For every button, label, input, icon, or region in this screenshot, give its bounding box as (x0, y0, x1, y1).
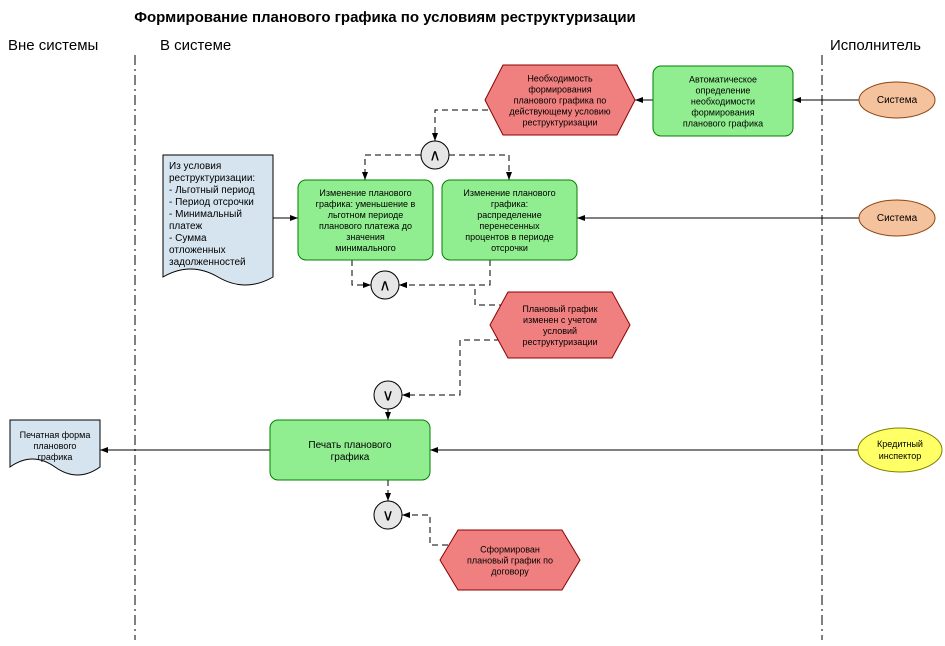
node-hex_formed-line0: Сформирован (480, 545, 540, 555)
operator-op2-symbol: ∧ (379, 278, 391, 295)
operator-op4-symbol: ∨ (382, 508, 394, 525)
executor-exec3-label-1: инспектор (879, 451, 921, 461)
node-hex_formed-line1: плановый график по (467, 556, 553, 566)
node-rr_auto-line2: необходимости (691, 97, 755, 107)
node-doc_output-line2: графика (38, 452, 73, 462)
node-rr_change2-line4: процентов в периоде (465, 232, 553, 242)
node-rr_change2-line0: Изменение планового (463, 188, 555, 198)
node-rr_change2-line2: распределение (477, 210, 541, 220)
node-hex_changed-line2: условий (543, 326, 577, 336)
executor-exec2-label: Система (877, 213, 918, 224)
node-doc_input-line5: платеж (169, 221, 203, 232)
node-rr_change1-line5: минимального (335, 243, 395, 253)
node-hex_changed (490, 292, 630, 358)
node-rr_change1-line2: льготном периоде (328, 210, 404, 220)
node-hex_need-line4: реструктуризации (522, 118, 597, 128)
edge-e_hexchanged_to_op3 (402, 340, 500, 395)
operator-op3-symbol: ∨ (382, 388, 394, 405)
operator-op1-symbol: ∧ (429, 148, 441, 165)
executor-exec1-label: Система (877, 95, 918, 106)
node-doc_input-line0: Из условия (169, 161, 221, 172)
diagram-title: Формирование планового графика по услови… (134, 9, 636, 26)
node-rr_print-line1: графика (331, 451, 370, 463)
node-doc_input-line8: задолженностей (169, 257, 246, 268)
executor-exec3 (858, 428, 942, 472)
node-hex_need-line2: планового графика по (514, 96, 607, 106)
node-rr_auto-line4: планового графика (683, 119, 763, 129)
node-rr_print-line0: Печать планового (308, 440, 392, 451)
node-rr_auto-line3: формирования (691, 108, 754, 118)
edge-e_hex_need_to_op1 (435, 110, 488, 141)
node-doc_input-line3: - Период отсрочки (169, 197, 254, 208)
edge-e_op1_to_c2 (449, 155, 509, 180)
node-hex_formed-line2: договору (491, 567, 529, 577)
node-rr_auto-line0: Автоматическое (689, 75, 757, 85)
node-doc_input-line4: - Минимальный (169, 209, 242, 220)
node-rr_change1-line1: графика: уменьшение в (316, 199, 416, 209)
lane-header-executor: Исполнитель (830, 37, 921, 54)
node-rr_change2-line1: графика: (491, 199, 528, 209)
node-doc_output-line0: Печатная форма (20, 430, 91, 440)
node-doc_input-line7: отложенных (169, 245, 226, 256)
node-hex_need-line0: Необходимость (527, 74, 593, 84)
lane-header-inside: В системе (160, 37, 231, 54)
node-hex_changed-line3: реструктуризации (522, 337, 597, 347)
node-rr_change1-line0: Изменение планового (319, 188, 411, 198)
node-hex_changed-line0: Плановый график (522, 304, 597, 314)
lane-header-outside: Вне системы (8, 37, 98, 54)
node-rr_change1-line3: планового платежа до (319, 221, 412, 231)
node-doc_input-line2: - Льготный период (169, 185, 255, 196)
node-hex_changed-line1: изменен с учетом (523, 315, 597, 325)
node-doc_input-line1: реструктуризации: (169, 173, 255, 184)
edge-e_c2_to_op2 (399, 260, 490, 285)
node-doc_input-line6: - Сумма (169, 233, 207, 244)
node-doc_output-line1: планового (34, 441, 77, 451)
node-rr_auto-line1: определение (696, 86, 751, 96)
edge-e_op4_to_hexformed (402, 515, 455, 545)
node-hex_need-line3: действующему условию (509, 107, 610, 117)
edge-e_op1_to_c1 (365, 155, 421, 180)
node-hex_need-line1: формирования (528, 85, 591, 95)
executor-exec3-label-0: Кредитный (877, 439, 923, 449)
edge-e_c1_to_op2 (352, 260, 371, 285)
node-rr_change2-line5: отсрочки (491, 243, 528, 253)
node-rr_change1-line4: значения (346, 232, 385, 242)
node-rr_change2-line3: перенесенных (479, 221, 540, 231)
